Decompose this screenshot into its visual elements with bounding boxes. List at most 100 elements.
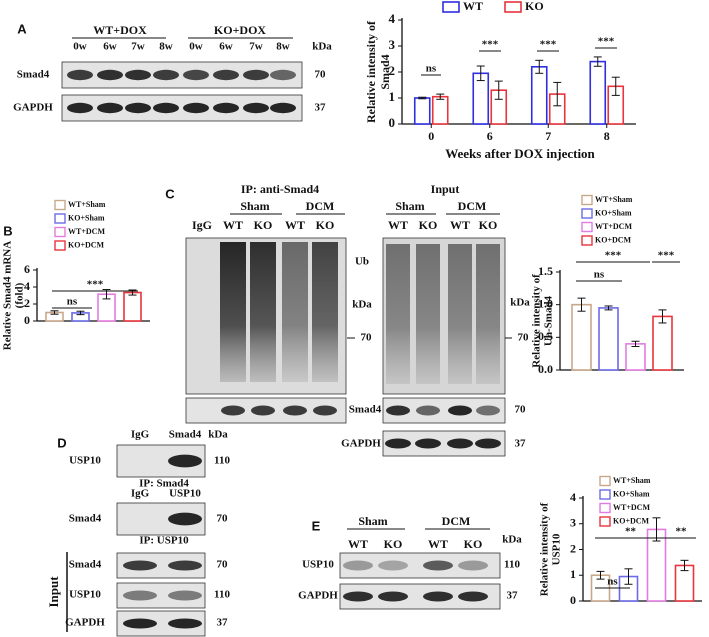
group-label: Sham <box>240 199 269 213</box>
smear <box>282 242 308 382</box>
panel-letter: A <box>17 21 27 36</box>
y-tick-label: 3 <box>570 516 576 530</box>
band <box>221 405 245 416</box>
band <box>213 69 239 81</box>
legend-swatch <box>599 489 611 500</box>
mw-label: 37 <box>515 438 527 450</box>
row-label: Smad4 <box>17 69 50 81</box>
significance-label: ns <box>67 296 78 308</box>
legend-label: KO+DCM <box>595 235 632 244</box>
lane-label: KO <box>479 218 498 232</box>
band <box>251 405 275 416</box>
band <box>415 438 441 449</box>
band <box>343 560 373 571</box>
y-tick-label: 1.0 <box>538 296 553 310</box>
y-tick-label: 2 <box>24 296 30 310</box>
legend-label: KO+Sham <box>68 213 105 222</box>
bar <box>123 291 142 322</box>
lane-label: WT <box>450 218 470 232</box>
band <box>475 438 501 449</box>
band <box>183 69 209 81</box>
mw-label: 70 <box>217 513 229 525</box>
bar <box>652 315 673 371</box>
group-label: KO+DOX <box>214 23 267 37</box>
kda-label: kDa <box>510 297 530 309</box>
band <box>67 102 93 114</box>
band <box>168 618 202 629</box>
panel-letter: E <box>312 518 321 533</box>
legend-label: KO+Sham <box>595 208 632 217</box>
y-tick-label: 0 <box>570 593 576 607</box>
band <box>123 560 157 571</box>
legend-label: WT+Sham <box>595 195 633 204</box>
bar <box>431 95 449 125</box>
lane-label: 7w <box>249 41 263 53</box>
band <box>447 438 473 449</box>
x-axis-label: Weeks after DOX injection <box>445 146 595 161</box>
band <box>168 454 202 468</box>
mw-label: 110 <box>214 455 230 467</box>
lane-label: 8w <box>276 41 290 53</box>
smear <box>476 244 500 384</box>
band <box>270 102 296 114</box>
legend-label: WT+DCM <box>613 503 650 512</box>
lane-label: WT <box>223 218 243 232</box>
legend-label: KO <box>525 0 544 13</box>
legend-swatch <box>581 221 593 233</box>
legend-swatch <box>54 213 66 224</box>
group-label: WT+DOX <box>93 23 147 37</box>
y-tick-label: 3 <box>389 37 396 52</box>
mw-label: 70 <box>361 332 373 344</box>
legend-swatch <box>581 194 593 206</box>
significance-label: ns <box>607 576 618 588</box>
panel-letter: B <box>3 223 12 238</box>
y-axis-label: Ub-Smad4 <box>543 295 555 346</box>
blot-title: IP: anti-Smad4 <box>241 182 319 196</box>
group-label: Sham <box>395 199 424 213</box>
band <box>213 102 239 114</box>
significance-label: *** <box>482 39 499 51</box>
blot-caption: IP: USP10 <box>139 535 189 547</box>
mw-label: 110 <box>504 559 520 571</box>
bar <box>571 303 592 371</box>
band <box>378 560 408 571</box>
row-label: GAPDH <box>65 617 105 629</box>
group-label: DCM <box>442 514 471 528</box>
legend-label: KO+Sham <box>613 489 650 498</box>
band <box>270 69 296 81</box>
significance-label: ns <box>426 63 437 75</box>
blot-title: Input <box>431 182 460 196</box>
significance-label: ** <box>676 526 688 538</box>
y-tick-label: 1 <box>389 89 396 104</box>
legend-swatch <box>599 475 611 487</box>
y-axis-label: Smad4 <box>378 54 392 89</box>
input-label: Input <box>46 576 61 608</box>
smear <box>448 244 472 384</box>
mw-label: 70 <box>217 559 229 571</box>
y-tick-label: 1 <box>570 567 576 581</box>
lane-label: 0w <box>189 41 203 53</box>
band <box>423 560 453 571</box>
significance-label: *** <box>598 36 615 48</box>
y-tick-label: 4 <box>389 11 396 26</box>
band <box>153 102 179 114</box>
y-tick-label: 4 <box>24 279 30 293</box>
smear <box>416 244 440 384</box>
row-label: USP10 <box>302 559 334 571</box>
blot-label: Ub <box>355 256 369 268</box>
lane-label: KO <box>384 537 403 551</box>
mw-label: 70 <box>518 332 530 344</box>
lane-label: WT <box>428 537 448 551</box>
legend-label: WT+Sham <box>68 200 106 209</box>
mw-label: 70 <box>515 404 527 416</box>
band <box>67 69 93 81</box>
blot-caption: IP: Smad4 <box>139 478 189 490</box>
significance-label: ns <box>594 269 605 281</box>
smear <box>312 242 338 382</box>
legend-label: KO+DCM <box>613 516 650 525</box>
x-tick-label: 0 <box>428 129 434 143</box>
lane-label: 6w <box>219 41 233 53</box>
smear <box>220 242 246 382</box>
lane-label: Smad4 <box>169 429 202 441</box>
